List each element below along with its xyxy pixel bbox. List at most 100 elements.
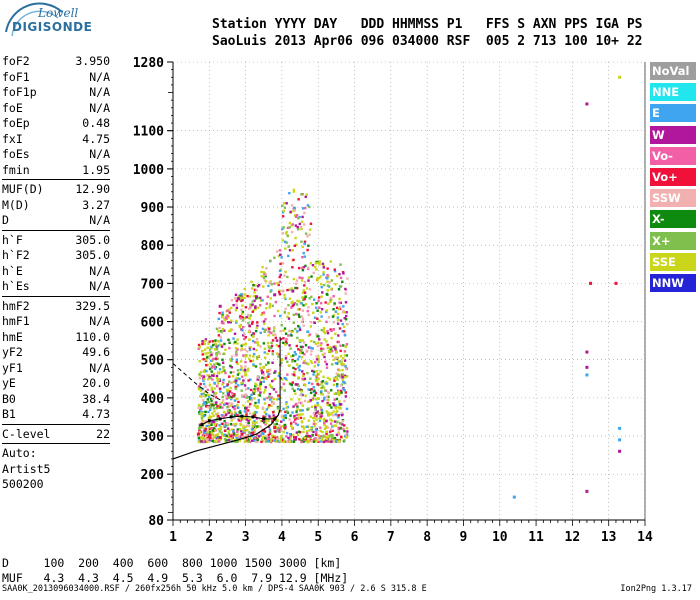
x-tick-label: 10 <box>492 530 508 545</box>
echo-point <box>257 401 260 404</box>
param-value: 12.90 <box>75 182 110 196</box>
echo-point <box>210 388 213 392</box>
echo-point <box>206 398 210 401</box>
echo-point <box>267 419 270 422</box>
echo-point <box>210 397 213 401</box>
echo-point <box>332 328 335 331</box>
echo-point <box>319 416 322 419</box>
echo-point <box>242 334 245 337</box>
echo-point <box>267 437 270 441</box>
echo-point <box>346 277 349 280</box>
echo-point <box>285 341 288 345</box>
echo-point <box>244 342 248 346</box>
echo-point <box>199 395 202 398</box>
echo-point <box>328 350 331 353</box>
echo-point <box>223 385 226 389</box>
autoscale-info: 500200 <box>2 477 44 491</box>
echo-point <box>197 404 201 407</box>
echo-point <box>219 438 222 441</box>
echo-point <box>275 339 279 342</box>
echo-point <box>329 300 332 303</box>
echo-point <box>309 262 312 265</box>
echo-point <box>255 417 259 420</box>
echo-point <box>303 353 306 356</box>
echo-point <box>271 379 274 383</box>
echo-point <box>219 336 223 339</box>
echo-point <box>320 392 323 396</box>
echo-point <box>288 226 291 229</box>
echo-point <box>321 353 324 356</box>
echo-point <box>244 387 248 391</box>
echo-point <box>255 326 258 329</box>
echo-point <box>202 382 206 386</box>
echo-point <box>277 355 280 358</box>
echo-point <box>225 434 228 438</box>
echo-point <box>273 325 276 329</box>
echo-point <box>232 370 235 374</box>
echo-point <box>263 356 267 359</box>
echo-point <box>266 352 269 356</box>
echo-point <box>234 346 238 350</box>
echo-point <box>320 285 323 289</box>
echo-point <box>223 329 226 332</box>
echo-point <box>337 360 340 363</box>
echo-point <box>325 382 329 385</box>
echo-point <box>271 350 275 353</box>
y-tick-label: 500 <box>141 354 165 369</box>
echo-point <box>281 211 285 214</box>
echo-point <box>273 439 276 442</box>
echo-point <box>246 400 250 403</box>
echo-point <box>294 403 297 407</box>
echo-point <box>198 377 202 380</box>
echo-point <box>239 411 242 414</box>
echo-point <box>262 276 266 280</box>
echo-point <box>326 403 329 407</box>
echo-point <box>216 384 219 387</box>
echo-point <box>271 339 275 342</box>
echo-point <box>288 364 291 367</box>
echo-point <box>231 405 235 409</box>
echo-point <box>331 315 335 318</box>
echo-point <box>244 394 247 398</box>
echo-point <box>239 429 243 433</box>
echo-point <box>227 338 230 342</box>
x-tick-label: 5 <box>314 530 322 545</box>
echo-point <box>251 425 254 428</box>
echo-point <box>241 316 244 319</box>
echo-point <box>250 433 253 437</box>
echo-point <box>338 440 341 444</box>
echo-point <box>275 398 279 401</box>
y-tick-label: 600 <box>141 316 165 331</box>
echo-point <box>213 440 216 443</box>
echo-point <box>242 429 246 432</box>
echo-point <box>256 357 259 361</box>
echo-point <box>337 391 340 394</box>
legend-item: NNE <box>650 83 696 102</box>
echo-point <box>281 215 285 218</box>
echo-point <box>330 349 334 353</box>
y-tick-label: 400 <box>141 392 165 407</box>
echo-point <box>322 375 325 379</box>
echo-point <box>277 254 280 258</box>
echo-point <box>291 360 294 363</box>
echo-point <box>281 262 285 265</box>
echo-point <box>329 296 333 300</box>
echo-point <box>296 387 300 391</box>
echo-point <box>230 411 233 414</box>
echo-point <box>210 431 214 435</box>
echo-point <box>333 379 336 382</box>
echo-point <box>214 357 218 360</box>
echo-point <box>273 282 276 285</box>
echo-point <box>308 228 312 231</box>
echo-point <box>287 436 290 440</box>
echo-point <box>294 418 297 421</box>
echo-point <box>216 381 220 385</box>
echo-point <box>241 375 244 378</box>
echo-point <box>228 390 232 393</box>
echo-point <box>227 433 231 436</box>
echo-point <box>297 416 300 419</box>
echo-point <box>306 248 309 252</box>
echo-point <box>294 236 297 240</box>
echo-point <box>204 410 207 414</box>
param-row: h`E N/A <box>2 264 110 280</box>
